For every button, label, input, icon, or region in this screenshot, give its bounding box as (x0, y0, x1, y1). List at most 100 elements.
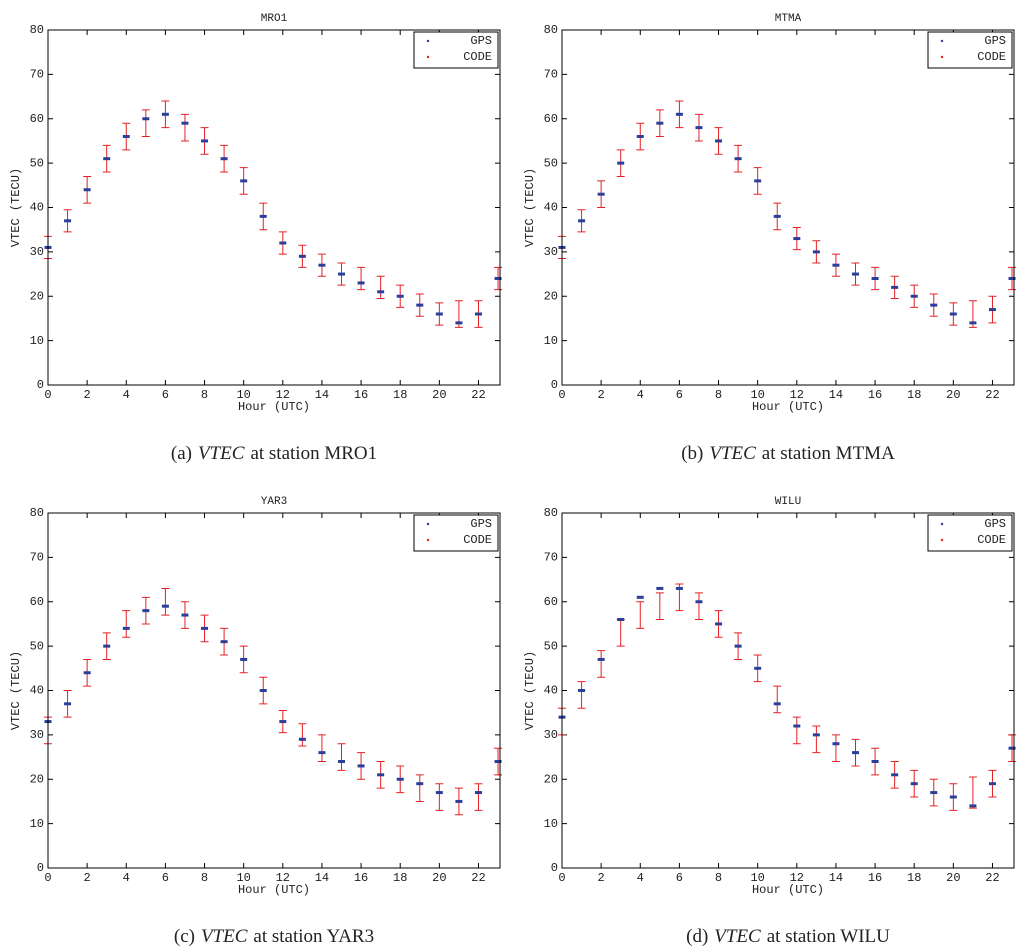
point (103, 157, 111, 161)
point (793, 724, 801, 728)
x-tick-label: 14 (315, 388, 329, 402)
x-tick-label: 10 (750, 871, 764, 885)
point (122, 626, 130, 630)
x-tick-label: 16 (868, 388, 882, 402)
point (812, 733, 820, 737)
legend-marker (940, 39, 944, 43)
plot-area (562, 513, 1014, 868)
y-tick-label: 70 (544, 68, 558, 82)
axes-frame (47, 29, 501, 386)
point (773, 214, 781, 218)
caption-symbol: VTEC (198, 443, 245, 464)
point (416, 782, 424, 786)
point (298, 254, 306, 258)
point (930, 303, 938, 307)
y-tick-label: 80 (30, 506, 44, 520)
point (64, 219, 72, 223)
point (455, 799, 463, 803)
y-tick-label: 60 (30, 595, 44, 609)
legend-box (413, 31, 499, 69)
x-tick-label: 8 (201, 871, 208, 885)
y-tick-label: 20 (544, 289, 558, 303)
error-bar (474, 783, 483, 811)
caption-symbol: VTEC (709, 443, 756, 464)
legend-marker (426, 55, 430, 59)
point (1008, 746, 1016, 750)
x-tick-label: 18 (907, 871, 921, 885)
point (298, 737, 306, 741)
y-tick-label: 20 (544, 772, 558, 786)
y-axis-label: VTEC (TECU) (523, 651, 537, 730)
caption-symbol: VTEC (714, 926, 761, 947)
error-bar (636, 601, 645, 629)
error-bar (773, 685, 782, 714)
y-tick-label: 10 (30, 334, 44, 348)
y-tick-label: 0 (37, 861, 44, 875)
error-bar (161, 587, 170, 616)
x-tick-label: 20 (432, 871, 446, 885)
point (201, 626, 209, 630)
point (201, 139, 209, 143)
point (259, 214, 267, 218)
x-axis-label: Hour (UTC) (238, 400, 310, 414)
panel: MRO1 0 10 20 30 40 50 60 70 80 0 2 4 6 8 10 12 14 16 18 20 22… (9, 13, 503, 464)
caption: (b) VTEC at station MTMA (681, 443, 895, 464)
legend: GPS CODE (927, 31, 1013, 69)
y-axis-label: VTEC (TECU) (9, 651, 23, 730)
y-tick-label: 10 (544, 334, 558, 348)
legend-label: GPS (984, 517, 1006, 531)
point (656, 586, 664, 590)
x-tick-label: 4 (123, 388, 130, 402)
point (396, 777, 404, 781)
x-tick-label: 2 (84, 871, 91, 885)
point (617, 618, 625, 621)
x-tick-label: 20 (946, 871, 960, 885)
caption-text: at station MTMA (762, 443, 895, 464)
x-tick-label: 2 (84, 388, 91, 402)
point (988, 782, 996, 786)
point (474, 312, 482, 316)
point (357, 764, 365, 768)
point (318, 751, 326, 755)
error-bar (435, 783, 444, 811)
point (675, 586, 683, 590)
error-bar (812, 725, 821, 754)
point (910, 782, 918, 786)
y-axis-label: VTEC (TECU) (523, 168, 537, 247)
panel: MTMA 0 10 20 30 40 50 60 70 80 0 2 4 6 8 10 12 14 16 18 20 22… (523, 13, 1016, 464)
y-tick-label: 30 (544, 728, 558, 742)
x-tick-label: 4 (637, 388, 644, 402)
point (988, 308, 996, 312)
x-axis-label: Hour (UTC) (752, 400, 824, 414)
legend-label: CODE (463, 533, 492, 547)
caption-label: (b) (681, 443, 703, 464)
x-tick-label: 10 (750, 388, 764, 402)
point (220, 640, 228, 644)
x-tick-label: 8 (201, 388, 208, 402)
point (357, 281, 365, 285)
point (259, 689, 267, 692)
y-tick-label: 50 (544, 156, 558, 170)
caption-label: (c) (174, 926, 195, 947)
y-tick-label: 0 (37, 378, 44, 392)
x-tick-label: 20 (432, 388, 446, 402)
legend-box (413, 514, 499, 552)
error-bar (694, 592, 703, 620)
point (103, 644, 111, 648)
x-axis-label: Hour (UTC) (752, 883, 824, 897)
point (871, 277, 879, 280)
point (377, 773, 385, 777)
point (734, 157, 742, 161)
y-tick-label: 10 (30, 817, 44, 831)
x-tick-label: 14 (315, 871, 329, 885)
error-bar (597, 650, 606, 678)
point (695, 126, 703, 130)
y-tick-label: 20 (30, 772, 44, 786)
y-tick-label: 70 (30, 68, 44, 82)
x-tick-label: 0 (44, 871, 51, 885)
error-bar (141, 109, 150, 137)
x-tick-label: 18 (393, 871, 407, 885)
point (338, 760, 346, 763)
point (715, 139, 723, 143)
chart-title: YAR3 (261, 496, 287, 508)
